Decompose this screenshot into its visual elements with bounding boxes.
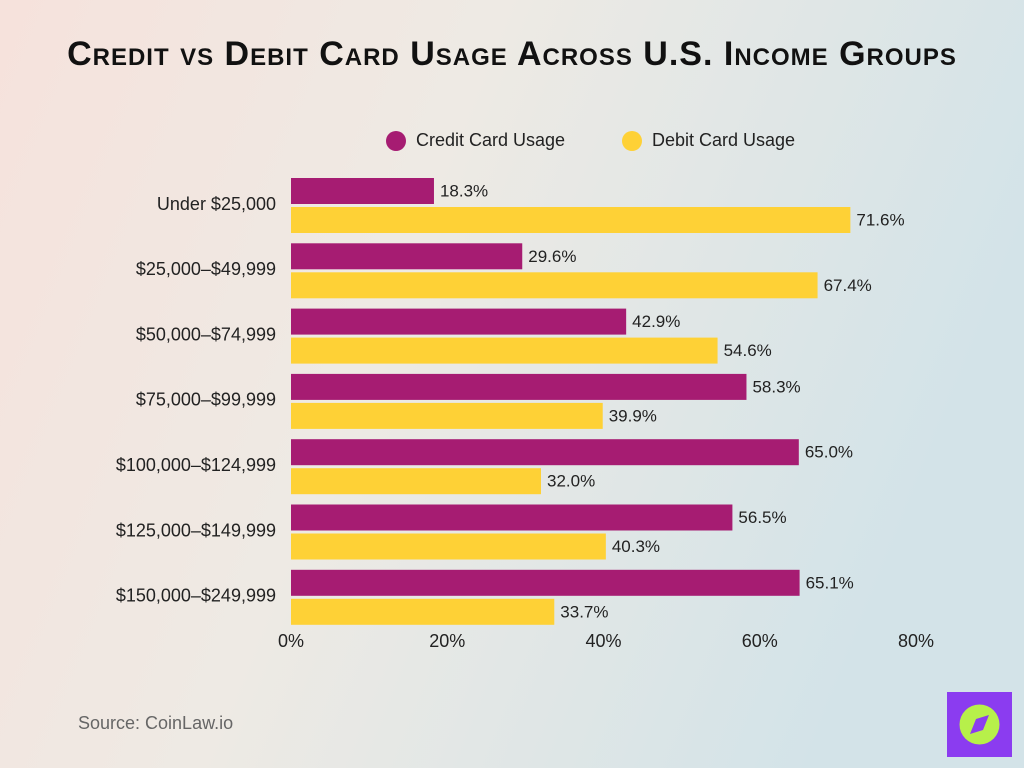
- bar: [291, 533, 606, 560]
- chart-title: Credit vs Debit Card Usage Across U.S. I…: [67, 35, 957, 73]
- legend-label: Debit Card Usage: [652, 130, 795, 150]
- legend-label: Credit Card Usage: [416, 130, 565, 150]
- value-label: 29.6%: [528, 247, 576, 266]
- bar: [291, 337, 718, 364]
- bar: [291, 468, 541, 495]
- bar: [291, 243, 523, 270]
- y-tick-label: $75,000–$99,999: [136, 390, 276, 410]
- y-tick-label: $150,000–$249,999: [116, 586, 276, 606]
- value-label: 56.5%: [738, 508, 786, 527]
- bar: [291, 569, 800, 596]
- value-label: 67.4%: [824, 276, 872, 295]
- x-tick-label: 20%: [429, 631, 465, 651]
- logo-icon: [970, 715, 989, 734]
- bar: [291, 504, 733, 531]
- x-tick-label: 40%: [585, 631, 621, 651]
- value-label: 65.0%: [805, 443, 853, 462]
- bar: [291, 207, 851, 233]
- y-tick-label: $100,000–$124,999: [116, 455, 276, 475]
- bar: [291, 272, 818, 299]
- x-tick-label: 60%: [742, 631, 778, 651]
- value-label: 54.6%: [724, 341, 772, 360]
- value-label: 18.3%: [440, 181, 488, 200]
- value-label: 42.9%: [632, 312, 680, 331]
- bar: [291, 178, 434, 204]
- y-tick-label: $125,000–$149,999: [116, 520, 276, 540]
- x-tick-label: 80%: [898, 631, 934, 651]
- source: Source: CoinLaw.io: [78, 713, 233, 733]
- y-tick-label: Under $25,000: [157, 194, 276, 214]
- value-label: 71.6%: [856, 210, 904, 229]
- value-label: 33.7%: [560, 602, 608, 621]
- bar: [291, 402, 603, 429]
- legend-swatch: [386, 131, 406, 151]
- bar: [291, 439, 799, 466]
- value-label: 40.3%: [612, 537, 660, 556]
- value-label: 65.1%: [806, 573, 854, 592]
- value-label: 32.0%: [547, 472, 595, 491]
- y-tick-label: $25,000–$49,999: [136, 259, 276, 279]
- legend-swatch: [622, 131, 642, 151]
- bar: [291, 308, 627, 335]
- x-tick-label: 0%: [278, 631, 304, 651]
- value-label: 39.9%: [609, 406, 657, 425]
- y-tick-label: $50,000–$74,999: [136, 324, 276, 344]
- bar: [291, 373, 747, 400]
- logo: [947, 692, 1012, 757]
- value-label: 58.3%: [752, 377, 800, 396]
- bar: [291, 598, 555, 625]
